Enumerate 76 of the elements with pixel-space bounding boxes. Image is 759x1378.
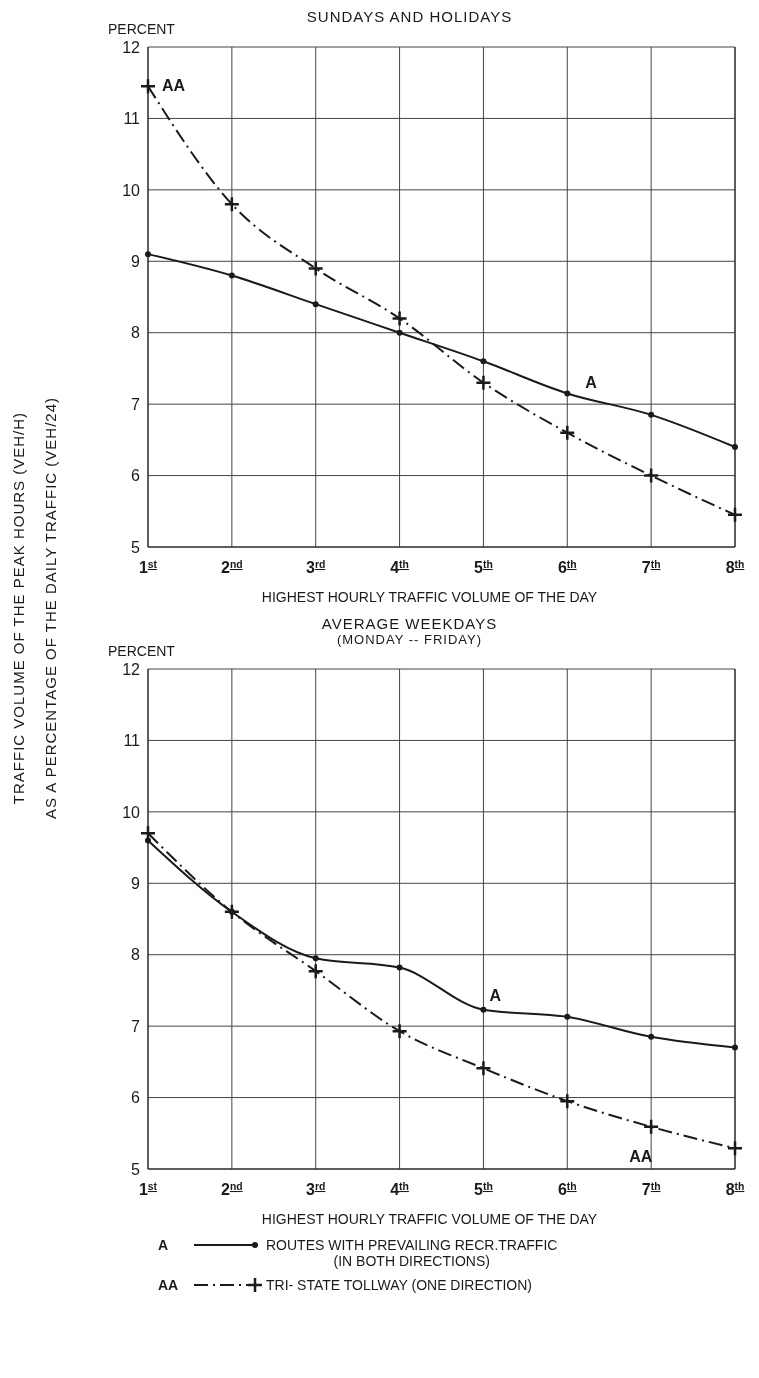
point bbox=[396, 329, 403, 336]
y-tick-label: 11 bbox=[123, 110, 141, 128]
y-tick-label: 8 bbox=[131, 946, 141, 964]
y-tick-label: 8 bbox=[131, 324, 141, 342]
point bbox=[307, 962, 324, 980]
point bbox=[648, 411, 655, 418]
x-tick-label: 7$^{th}$ bbox=[641, 1180, 661, 1198]
x-tick-label: 7$^{th}$ bbox=[641, 558, 661, 576]
annotation: AA bbox=[629, 1147, 653, 1165]
x-tick-label: 6$^{th}$ bbox=[557, 1180, 577, 1198]
point bbox=[396, 964, 403, 971]
y-tick-label: 9 bbox=[131, 874, 141, 892]
x-tick-label: 3$^{rd}$ bbox=[306, 558, 326, 576]
x-tick-label: 8$^{th}$ bbox=[725, 558, 745, 576]
text: ROUTES WITH PREVAILING RECR.TRAFFIC (IN BOTH DIRECTIONS) bbox=[266, 1237, 558, 1269]
y-tick-label: 6 bbox=[131, 467, 141, 485]
point bbox=[480, 1006, 487, 1013]
annotation: A bbox=[489, 986, 502, 1004]
y-tick-label: 7 bbox=[131, 395, 141, 413]
point bbox=[559, 424, 576, 441]
x-tick-label: 6$^{th}$ bbox=[557, 558, 577, 576]
x-axis-title: HIGHEST HOURLY TRAFFIC VOLUME OF THE DAY bbox=[261, 589, 598, 605]
y-tick-label: 12 bbox=[122, 38, 141, 56]
point bbox=[223, 195, 241, 213]
point bbox=[564, 1013, 571, 1020]
annotation: A bbox=[585, 374, 598, 392]
text: TRAFFIC VOLUME OF THE PEAK HOURS (VEH/H) AS A PERCENTAGE OF THE DAILY TRAFFIC (VEH/24) bbox=[9, 396, 60, 822]
point bbox=[564, 390, 571, 397]
y-tick-label: 5 bbox=[131, 538, 141, 556]
y-tick-label: 7 bbox=[131, 1017, 141, 1035]
y-axis-title: PERCENT bbox=[108, 643, 175, 659]
point bbox=[732, 444, 738, 450]
point bbox=[475, 1060, 492, 1077]
y-tick-label: 10 bbox=[122, 181, 141, 199]
y-tick-label: 6 bbox=[131, 1089, 141, 1107]
point bbox=[312, 955, 319, 962]
x-axis-title: HIGHEST HOURLY TRAFFIC VOLUME OF THE DAY bbox=[260, 1211, 599, 1227]
x-tick-label: 5$^{th}$ bbox=[474, 1180, 493, 1198]
point bbox=[559, 1092, 576, 1110]
point bbox=[307, 260, 324, 277]
y-tick-label: 10 bbox=[122, 803, 141, 821]
chart-title: AVERAGE WEEKDAYS bbox=[320, 615, 499, 632]
point bbox=[139, 78, 157, 95]
point bbox=[642, 467, 660, 484]
x-tick-label: 3$^{rd}$ bbox=[306, 1180, 326, 1198]
point bbox=[391, 310, 408, 327]
legend-label: A bbox=[158, 1237, 170, 1253]
y-tick-label: 12 bbox=[122, 660, 141, 678]
point bbox=[391, 1022, 408, 1040]
chart-title: SUNDAYS AND HOLIDAYS bbox=[306, 8, 513, 25]
x-tick-label: 1$^{st}$ bbox=[138, 1180, 158, 1198]
point bbox=[726, 1140, 744, 1157]
point bbox=[475, 374, 492, 391]
text: TRI- STATE TOLLWAY (ONE DIRECTION) bbox=[266, 1277, 533, 1293]
y-tick-label: 11 bbox=[123, 732, 141, 750]
x-tick-label: 1$^{st}$ bbox=[138, 558, 158, 576]
point bbox=[480, 358, 487, 365]
y-tick-label: 5 bbox=[131, 1160, 141, 1178]
chart-subtitle: (MONDAY -- FRIDAY) bbox=[336, 632, 483, 647]
point bbox=[145, 251, 151, 258]
point bbox=[228, 272, 235, 279]
x-tick-label: 8$^{th}$ bbox=[725, 1180, 745, 1198]
point bbox=[726, 506, 744, 524]
x-tick-label: 2$^{nd}$ bbox=[221, 1180, 243, 1198]
point bbox=[312, 301, 319, 308]
legend-label: AA bbox=[158, 1277, 180, 1293]
y-axis-title: PERCENT bbox=[108, 21, 175, 37]
annotation: AA bbox=[162, 77, 186, 95]
x-tick-label: 4$^{th}$ bbox=[390, 558, 409, 576]
y-tick-label: 9 bbox=[131, 252, 141, 270]
point bbox=[642, 1118, 660, 1136]
point bbox=[648, 1033, 655, 1040]
point bbox=[732, 1044, 738, 1051]
x-tick-label: 5$^{th}$ bbox=[474, 558, 493, 576]
x-tick-label: 2$^{nd}$ bbox=[221, 558, 243, 576]
x-tick-label: 4$^{th}$ bbox=[390, 1180, 409, 1198]
